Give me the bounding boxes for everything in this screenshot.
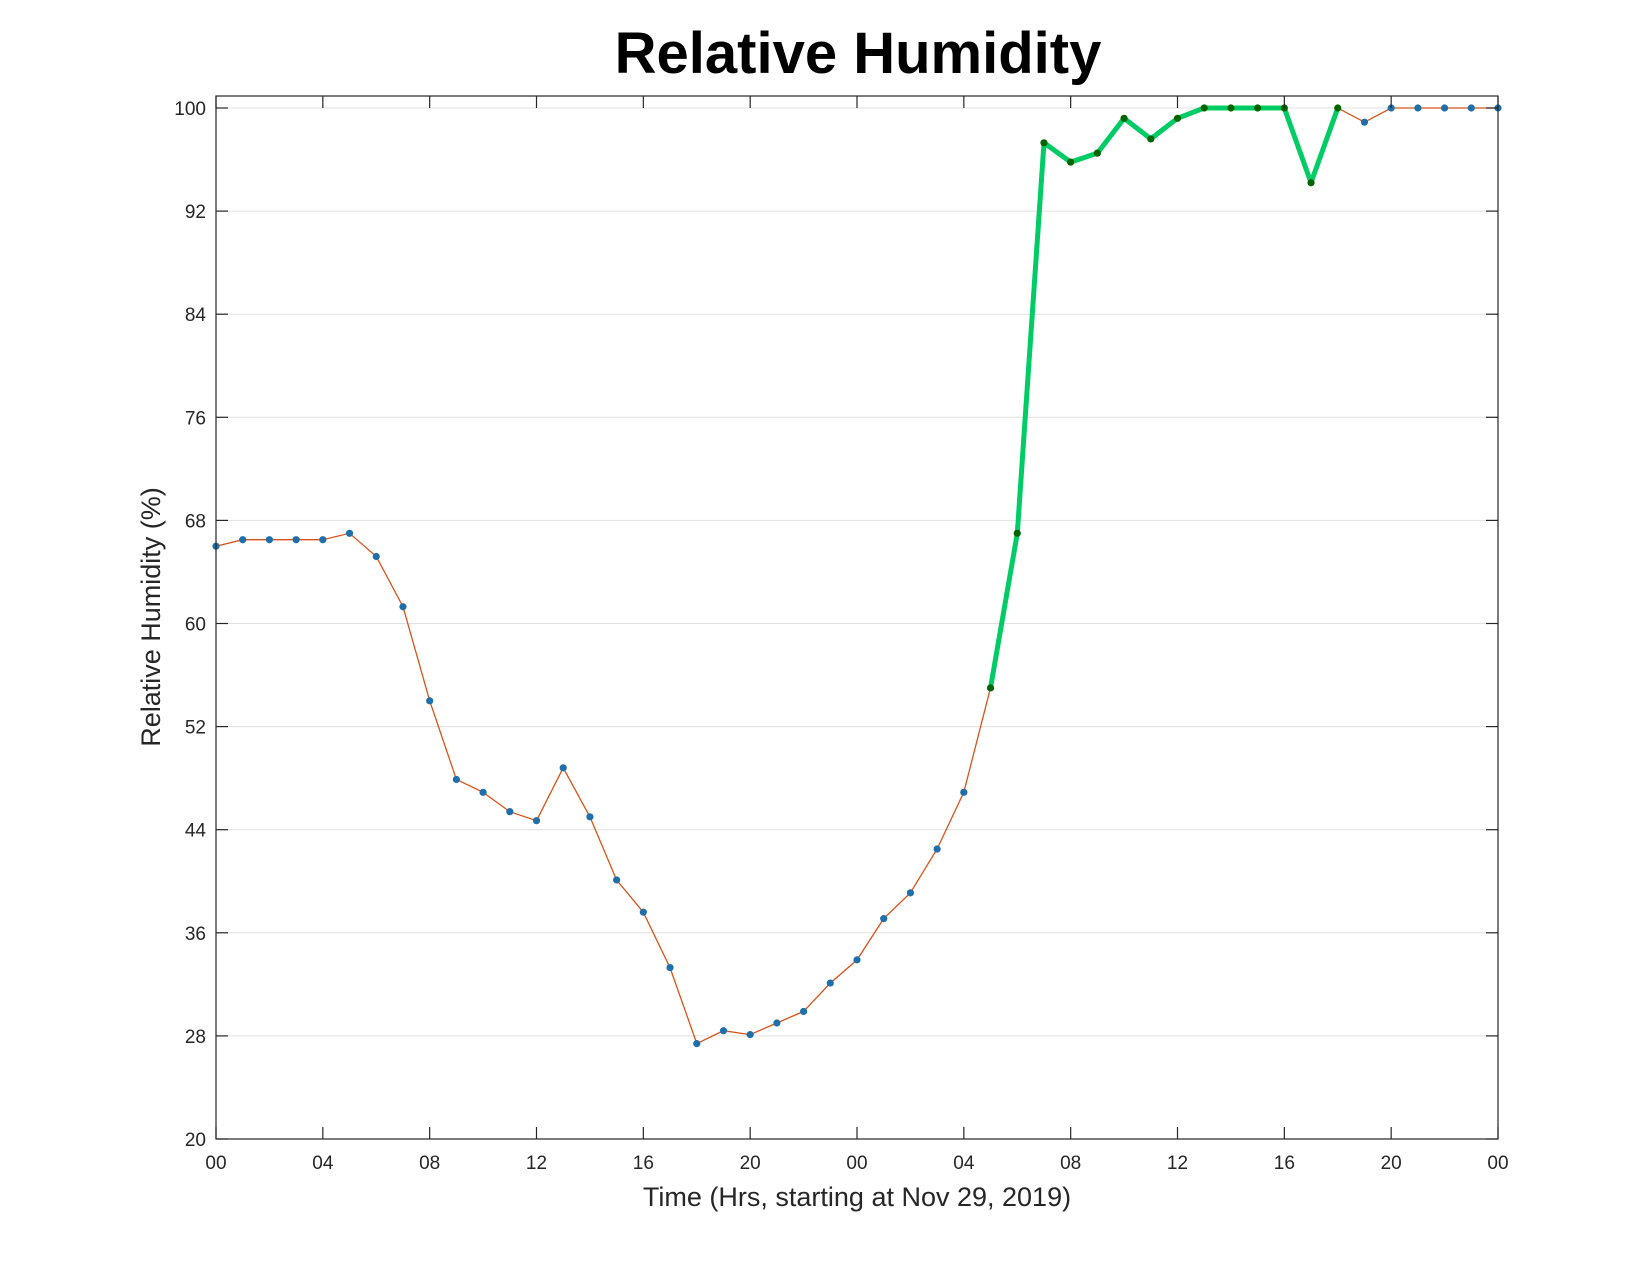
highlight-point (1013, 529, 1021, 537)
data-point (639, 908, 647, 916)
data-series (212, 104, 1502, 1048)
x-tick-label: 20 (740, 1153, 761, 1174)
data-point (880, 915, 888, 923)
y-axis-label: Relative Humidity (%) (136, 487, 166, 747)
data-point (1414, 104, 1422, 112)
x-tick-label: 16 (1274, 1153, 1295, 1174)
data-point (960, 788, 968, 796)
data-point (826, 979, 834, 987)
y-tick-label: 20 (185, 1130, 206, 1151)
gridlines (216, 107, 1498, 1037)
data-point (693, 1040, 701, 1048)
chart-title: Relative Humidity (615, 21, 1102, 86)
data-point (452, 775, 460, 784)
x-tick-label: 04 (953, 1153, 975, 1174)
x-tick-label: 00 (846, 1153, 867, 1174)
highlight-point (1254, 104, 1262, 112)
x-tick-label: 08 (1060, 1153, 1081, 1174)
x-tick-label: 20 (1381, 1153, 1402, 1174)
data-point (532, 817, 541, 825)
x-tick-label: 04 (312, 1153, 334, 1174)
highlight-point (1147, 135, 1155, 143)
data-point (426, 697, 434, 705)
highlight-point (1093, 149, 1101, 157)
data-point (265, 536, 274, 544)
data-point (719, 1027, 728, 1035)
x-tick-label: 00 (205, 1153, 226, 1174)
data-point (1360, 118, 1369, 126)
y-tick-label: 44 (185, 821, 207, 842)
data-point (799, 1007, 808, 1016)
data-point (666, 963, 674, 972)
data-point (586, 813, 594, 821)
data-point (479, 788, 487, 796)
highlight-point (986, 684, 995, 692)
highlight-point (1227, 104, 1235, 112)
data-point (559, 764, 567, 772)
data-point (292, 536, 300, 544)
x-tick-label: 00 (1487, 1153, 1508, 1174)
highlight-point (1120, 114, 1128, 122)
y-tick-label: 36 (185, 924, 206, 945)
data-point (746, 1031, 754, 1039)
x-tick-label: 12 (526, 1153, 547, 1174)
data-point (239, 536, 247, 544)
y-tick-label: 76 (185, 408, 206, 429)
x-tick-labels: 00 04 08 12 16 20 00 04 08 12 16 20 00 (205, 1153, 1508, 1174)
data-point (399, 603, 407, 611)
data-point (506, 808, 514, 816)
highlight-point (1334, 104, 1342, 112)
highlight-point (1040, 139, 1048, 147)
y-tick-label: 68 (185, 511, 206, 532)
series-line (215, 107, 1498, 1045)
plot-area-border (215, 95, 1499, 1140)
highlight-point (1200, 104, 1208, 112)
highlight-line (988, 105, 1341, 689)
data-point (906, 889, 915, 897)
y-tick-label: 84 (185, 305, 207, 326)
data-point (933, 845, 941, 853)
data-point (773, 1019, 781, 1027)
x-tick-label: 12 (1167, 1153, 1188, 1174)
x-tick-label: 16 (633, 1153, 654, 1174)
highlight-point (1307, 179, 1315, 187)
data-point (319, 536, 327, 544)
y-tick-label: 60 (185, 615, 206, 636)
data-point (613, 876, 621, 884)
y-tick-label: 28 (185, 1027, 206, 1048)
x-tick-label: 08 (419, 1153, 440, 1174)
axis-ticks (215, 96, 1499, 1140)
y-tick-label: 100 (174, 99, 206, 120)
x-axis-label: Time (Hrs, starting at Nov 29, 2019) (643, 1182, 1071, 1212)
data-point (1467, 104, 1475, 112)
data-point (1440, 104, 1449, 112)
data-point (853, 956, 861, 964)
y-tick-label: 52 (185, 718, 206, 739)
y-tick-label: 92 (185, 202, 206, 223)
data-point (372, 552, 380, 561)
y-tick-labels: 20 28 36 44 52 60 68 76 84 92 100 (174, 99, 206, 1151)
data-point (345, 529, 354, 537)
highlight-point (1173, 114, 1182, 122)
highlight-point (1067, 158, 1075, 166)
